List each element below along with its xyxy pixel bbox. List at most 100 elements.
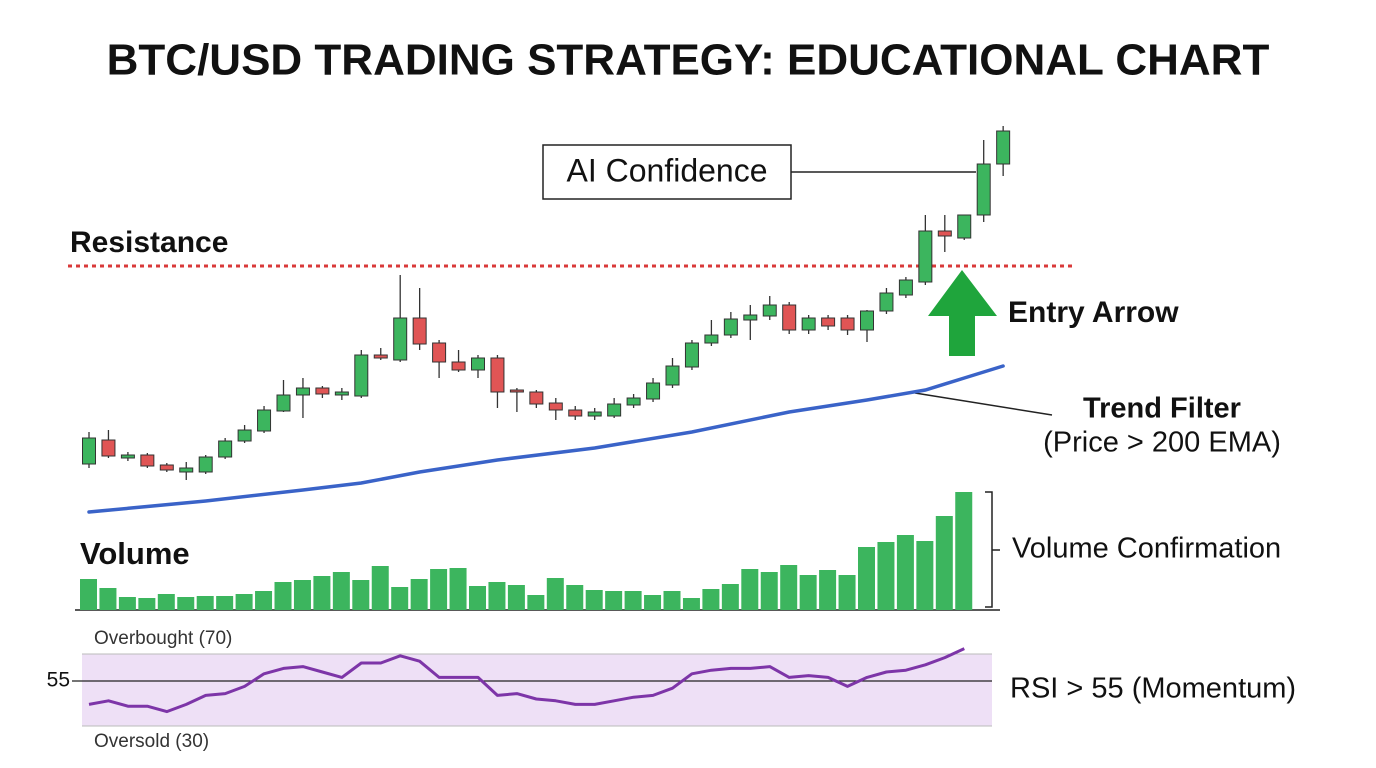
overbought-label: Overbought (70): [94, 628, 232, 649]
volume-annotation: Volume Confirmation: [1012, 533, 1281, 565]
candle-body: [159, 464, 174, 471]
candle-body: [432, 342, 447, 363]
candle-body: [218, 440, 233, 458]
candle-body: [821, 317, 836, 327]
volume-bar: [157, 594, 175, 610]
volume-bar: [527, 595, 545, 610]
callout-label: AI Confidence: [566, 152, 767, 188]
candle-body: [334, 391, 349, 396]
volume-bar: [391, 587, 409, 610]
volume-bar: [371, 566, 389, 610]
candle-body: [548, 402, 563, 411]
volume-bar: [138, 598, 156, 610]
candle-body: [684, 342, 699, 368]
volume-bar: [682, 598, 700, 610]
volume-bar: [702, 589, 720, 610]
volume-bar: [624, 591, 642, 610]
entry-label: Entry Arrow: [1008, 296, 1179, 329]
volume-bar: [449, 568, 467, 610]
candle-body: [140, 454, 155, 467]
volume-bar: [469, 586, 486, 610]
candle-body: [898, 279, 913, 296]
candle-body: [723, 318, 738, 336]
volume-bar: [916, 541, 934, 610]
volume-bar: [216, 596, 234, 610]
candle-body: [607, 403, 622, 417]
volume-bracket: [985, 491, 1000, 608]
volume-bar: [935, 516, 953, 610]
volume-bar: [177, 597, 195, 610]
volume-bar: [819, 570, 837, 610]
oversold-label: Oversold (30): [94, 731, 209, 752]
candle-body: [976, 163, 991, 216]
volume-bar: [605, 591, 623, 610]
candle-body: [646, 382, 661, 400]
entry-arrow: [928, 270, 997, 356]
candle-body: [665, 365, 680, 386]
candle-body: [587, 411, 602, 417]
volume-bar: [585, 590, 603, 610]
ema-line: [87, 364, 1005, 514]
candle-body: [918, 230, 933, 283]
trend-label: Trend Filter: [1083, 393, 1241, 425]
volume-bar: [196, 596, 214, 610]
candle-body: [996, 130, 1011, 165]
volume-bar: [332, 572, 350, 610]
chart-title: BTC/USD TRADING STRATEGY: EDUCATIONAL CH…: [107, 36, 1270, 85]
volume-bar: [760, 572, 778, 610]
candle-body: [257, 409, 272, 432]
candle-body: [412, 317, 427, 345]
volume-bar: [877, 542, 895, 610]
candle-body: [743, 314, 758, 321]
volume-bar: [99, 588, 117, 610]
volume-bar: [566, 585, 584, 610]
candle-body: [471, 357, 485, 371]
candle-body: [840, 317, 855, 331]
rsi-band: [82, 654, 992, 726]
candle-body: [568, 409, 583, 417]
candle-body: [276, 394, 291, 412]
callout-box: [542, 144, 792, 200]
candle-body: [451, 361, 466, 371]
volume-bar: [80, 579, 97, 610]
rsi-line: [88, 647, 965, 714]
volume-title: Volume: [80, 536, 190, 571]
volume-bar: [858, 547, 875, 610]
candle-body: [762, 304, 777, 317]
candle-body: [315, 387, 330, 395]
volume-bar: [507, 585, 525, 610]
volume-bar: [644, 595, 662, 610]
volume-bar: [430, 569, 448, 610]
candle-body: [101, 439, 116, 457]
volume-bar: [838, 575, 856, 610]
volume-bar: [410, 579, 428, 610]
volume-bar: [274, 582, 292, 610]
candle-body: [295, 387, 310, 396]
volume-bar: [488, 582, 506, 610]
volume-bar: [741, 569, 759, 610]
candle-body: [198, 456, 213, 473]
candle-body: [237, 429, 252, 442]
candle-body: [626, 397, 641, 406]
rsi-tick-label: 55: [47, 669, 70, 692]
trend-sublabel: (Price > 200 EMA): [1043, 427, 1281, 459]
volume-bar: [255, 591, 273, 610]
volume-bar: [293, 580, 311, 610]
candle-body: [860, 310, 874, 331]
candle-body: [393, 317, 408, 361]
rsi-annotation: RSI > 55 (Momentum): [1010, 673, 1296, 705]
candle-body: [782, 304, 797, 331]
volume-bar: [663, 591, 681, 610]
volume-bar: [235, 594, 253, 610]
trend-pointer: [914, 392, 1053, 416]
volume-bar: [896, 535, 914, 610]
volume-bar: [546, 578, 564, 610]
candle-body: [937, 230, 952, 237]
candle-body: [120, 454, 135, 459]
volume-bar: [721, 584, 739, 610]
volume-bar: [799, 575, 817, 610]
candle-body: [704, 334, 719, 344]
candle-body: [801, 317, 816, 331]
